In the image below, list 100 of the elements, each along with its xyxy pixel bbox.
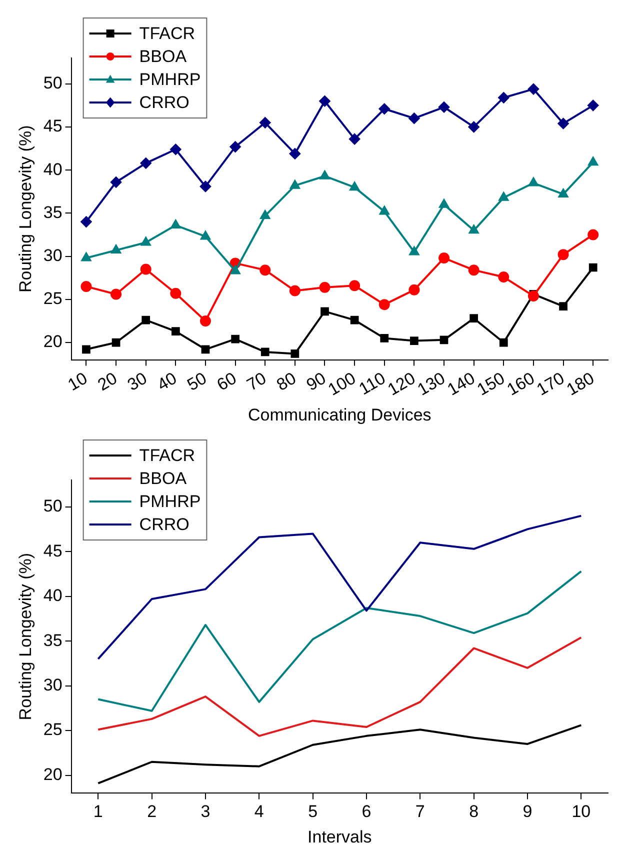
y-axis-title: Routing Longevity (%) [16,125,35,293]
y-tick-label: 35 [43,630,62,650]
point [588,263,598,272]
point [349,280,360,292]
point [350,182,360,191]
x-tick-label: 1 [93,802,103,822]
y-axis-title: Routing Longevity (%) [16,552,35,720]
x-tick-label: 10 [572,802,591,822]
x-tick-label: 70 [244,368,270,395]
y-tick-label: 30 [43,246,62,265]
legend-label: BBOA [139,47,188,66]
x-tick-label: 2 [147,802,157,822]
point [468,264,480,276]
point [290,180,300,189]
point [408,112,420,124]
point [200,315,211,326]
point [498,271,510,282]
point [410,336,418,345]
point [468,121,480,132]
x-tick-label: 4 [254,802,264,822]
point [499,338,508,347]
point [80,280,92,292]
x-tick-label: 5 [308,802,318,822]
point [110,176,122,188]
point [498,92,510,104]
point [320,307,329,316]
y-tick-label: 25 [43,289,62,308]
point [260,348,270,356]
x-tick-label: 60 [214,368,240,395]
point [468,224,479,234]
x-tick-label: 40 [154,368,180,395]
y-tick-label: 20 [43,764,62,784]
point [319,282,330,293]
y-tick-label: 40 [43,586,62,606]
point [260,264,271,276]
point [438,102,450,113]
point [528,84,539,95]
y-tick-label: 30 [43,676,62,695]
point [201,345,210,354]
point [558,118,569,130]
legend-label: CRRO [139,515,190,534]
point [260,210,270,220]
point [170,144,182,155]
point [378,299,390,310]
point [140,264,152,275]
point [559,302,568,310]
point [231,334,240,344]
point [289,285,300,296]
point [498,192,509,201]
point [260,117,271,128]
x-axis-title: Intervals [308,827,372,846]
point [439,199,449,208]
y-tick-label: 25 [43,720,62,740]
point [200,180,211,192]
x-tick-label: 6 [362,802,372,822]
point [438,252,450,264]
point [200,230,210,240]
x-axis-title: Communicating Devices [248,405,432,424]
x-tick-label: 20 [94,368,120,395]
point [290,350,300,358]
point [379,206,390,215]
x-tick-label: 10 [64,368,91,395]
point [588,100,599,111]
point [350,316,359,324]
point [440,336,448,344]
point [140,158,152,169]
point [80,216,92,228]
point [320,170,330,180]
point [378,103,390,114]
point [319,96,330,107]
point [528,290,539,302]
point [409,246,420,256]
point [82,345,90,354]
legend-label: PMHRP [139,492,201,512]
point [142,316,150,324]
legend-label: PMHRP [139,70,201,90]
x-tick-label: 8 [469,802,479,822]
y-tick-label: 50 [43,74,62,93]
y-tick-label: 45 [43,541,62,560]
x-tick-label: 50 [184,368,210,395]
point [408,284,420,296]
point [289,148,300,160]
point [230,265,240,274]
point [230,141,241,152]
point [81,252,92,262]
legend-label: CRRO [139,93,190,112]
point [588,156,598,166]
point [588,229,599,240]
point [558,188,568,198]
x-tick-label: 80 [273,368,300,395]
y-tick-label: 35 [43,202,62,222]
point [380,334,389,342]
y-tick-label: 50 [43,496,62,516]
point [170,220,181,229]
x-tick-label: 3 [200,802,210,822]
point [528,178,538,186]
point [110,288,122,300]
point [111,244,121,254]
legend-label: BBOA [139,469,188,488]
legend-label: TFACR [139,24,196,44]
